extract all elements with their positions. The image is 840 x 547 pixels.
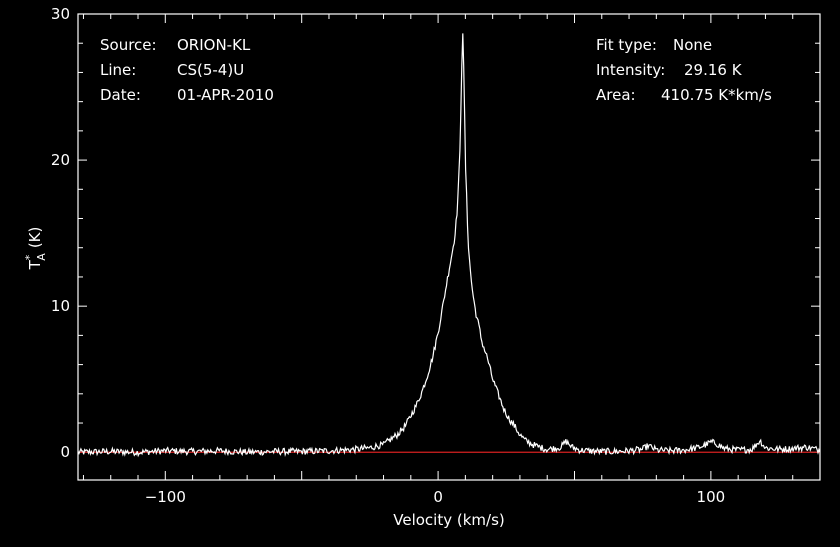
y-axis-label-subscript: A bbox=[35, 253, 48, 261]
fit-type-value: None bbox=[673, 36, 712, 54]
y-axis-ticks: 0 10 20 30 bbox=[51, 5, 820, 461]
y-axis-label-symbol: T bbox=[26, 259, 44, 270]
source-value: ORION-KL bbox=[177, 36, 251, 54]
area-label: Area: bbox=[596, 86, 636, 104]
intensity-label: Intensity: bbox=[596, 61, 665, 79]
y-axis-label-unit: (K) bbox=[26, 227, 44, 249]
x-axis-label: Velocity (km/s) bbox=[393, 511, 504, 529]
date-value: 01-APR-2010 bbox=[177, 86, 274, 104]
spectrum-line bbox=[77, 33, 821, 458]
date-label: Date: bbox=[100, 86, 141, 104]
line-label: Line: bbox=[100, 61, 136, 79]
plot-frame bbox=[77, 13, 821, 481]
x-tick-label: 100 bbox=[697, 488, 726, 506]
x-tick-label: −100 bbox=[145, 488, 186, 506]
x-axis-ticks: −100 0 100 bbox=[82, 14, 821, 506]
x-tick-label: 0 bbox=[433, 488, 443, 506]
intensity-value: 29.16 K bbox=[684, 61, 743, 79]
y-axis-label: T*A (K) bbox=[23, 227, 48, 271]
svg-text:T*A(K): T*A (K) bbox=[23, 227, 48, 271]
y-tick-label: 30 bbox=[51, 5, 70, 23]
y-tick-label: 20 bbox=[51, 151, 70, 169]
y-tick-label: 0 bbox=[60, 443, 70, 461]
y-tick-label: 10 bbox=[51, 297, 70, 315]
area-value: 410.75 K*km/s bbox=[661, 86, 772, 104]
fit-type-label: Fit type: bbox=[596, 36, 657, 54]
source-label: Source: bbox=[100, 36, 157, 54]
y-axis-label-superscript: * bbox=[23, 254, 36, 260]
line-value: CS(5-4)U bbox=[177, 61, 244, 79]
